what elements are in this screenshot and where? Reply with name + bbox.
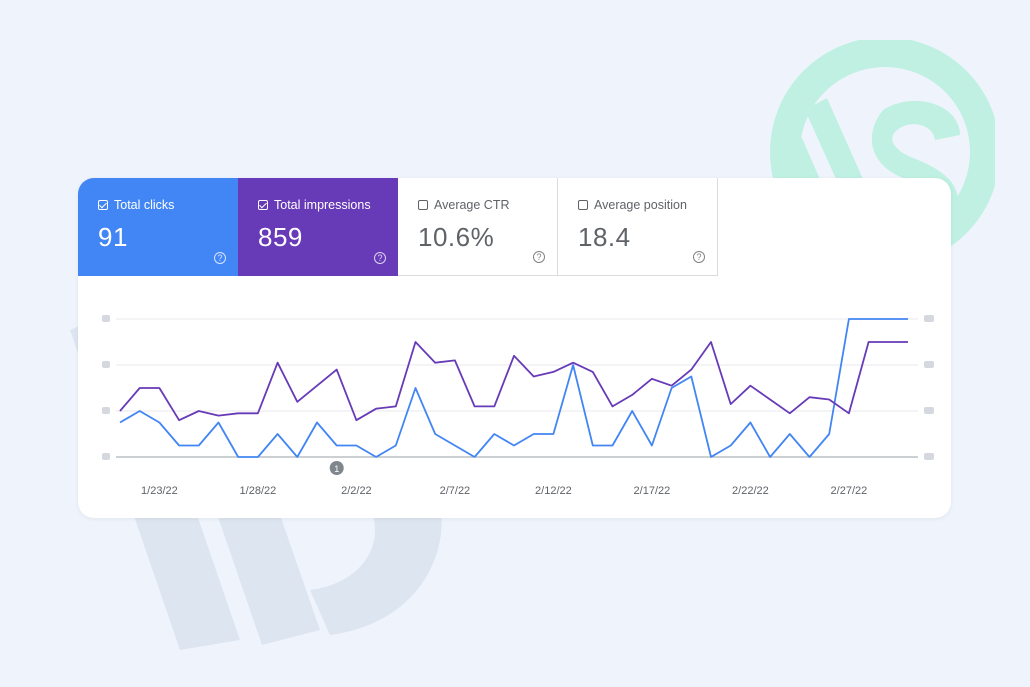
- question-circle-icon[interactable]: ?: [374, 252, 386, 264]
- annotation-marker[interactable]: [329, 461, 344, 475]
- right-axis-tick-placeholder: [924, 453, 934, 460]
- right-axis-tick-placeholder: [924, 407, 934, 414]
- x-tick-label: 1/28/22: [240, 485, 277, 497]
- metric-value: 18.4: [578, 222, 631, 252]
- left-axis-tick-placeholder: [102, 407, 110, 414]
- right-axis-tick-placeholder: [924, 315, 934, 322]
- checkbox-unchecked-icon[interactable]: [578, 200, 588, 210]
- metric-tab-average-position[interactable]: Average position 18.4 ?: [558, 178, 718, 276]
- x-tick-label: 2/2/22: [341, 485, 372, 497]
- left-axis-tick-placeholder: [102, 361, 110, 368]
- x-tick-label: 2/17/22: [634, 485, 671, 497]
- metric-tab-average-ctr[interactable]: Average CTR 10.6% ?: [398, 178, 558, 276]
- series-line-total-impressions: [119, 341, 908, 422]
- metric-tab-total-clicks[interactable]: Total clicks 91 ?: [78, 178, 238, 276]
- performance-line-chart: 1/23/22 1/28/22 2/2/22 2/7/22 2/12/22 2/17/22…: [102, 315, 934, 497]
- x-tick-label: 2/27/22: [831, 485, 868, 497]
- metric-label: Average position: [594, 198, 687, 212]
- metric-label: Total impressions: [274, 198, 371, 212]
- left-axis-tick-placeholder: [102, 315, 110, 322]
- metric-label: Average CTR: [434, 198, 510, 212]
- x-tick-label: 2/22/22: [732, 485, 769, 497]
- checkbox-checked-icon[interactable]: [98, 200, 108, 210]
- x-tick-label: 2/12/22: [535, 485, 572, 497]
- question-circle-icon[interactable]: ?: [214, 252, 226, 264]
- metric-value: 859: [258, 222, 303, 252]
- checkbox-checked-icon[interactable]: [258, 200, 268, 210]
- right-axis-tick-placeholder: [924, 361, 934, 368]
- metric-value: 10.6%: [418, 222, 495, 252]
- x-tick-label: 1/23/22: [141, 485, 178, 497]
- question-circle-icon[interactable]: ?: [693, 251, 705, 263]
- metric-tab-total-impressions[interactable]: Total impressions 859 ?: [238, 178, 398, 276]
- metric-label: Total clicks: [114, 198, 175, 212]
- question-circle-icon[interactable]: ?: [533, 251, 545, 263]
- metric-tabs: Total clicks 91 ? Total impressions 859 …: [78, 178, 718, 276]
- performance-card: 1/23/22 1/28/22 2/2/22 2/7/22 2/12/22 2/17/22…: [78, 178, 951, 518]
- series-line-total-clicks: [119, 318, 908, 458]
- checkbox-unchecked-icon[interactable]: [418, 200, 428, 210]
- annotation-marker-label: 1: [334, 464, 339, 474]
- x-tick-label: 2/7/22: [440, 485, 471, 497]
- left-axis-tick-placeholder: [102, 453, 110, 460]
- metric-value: 91: [98, 222, 128, 252]
